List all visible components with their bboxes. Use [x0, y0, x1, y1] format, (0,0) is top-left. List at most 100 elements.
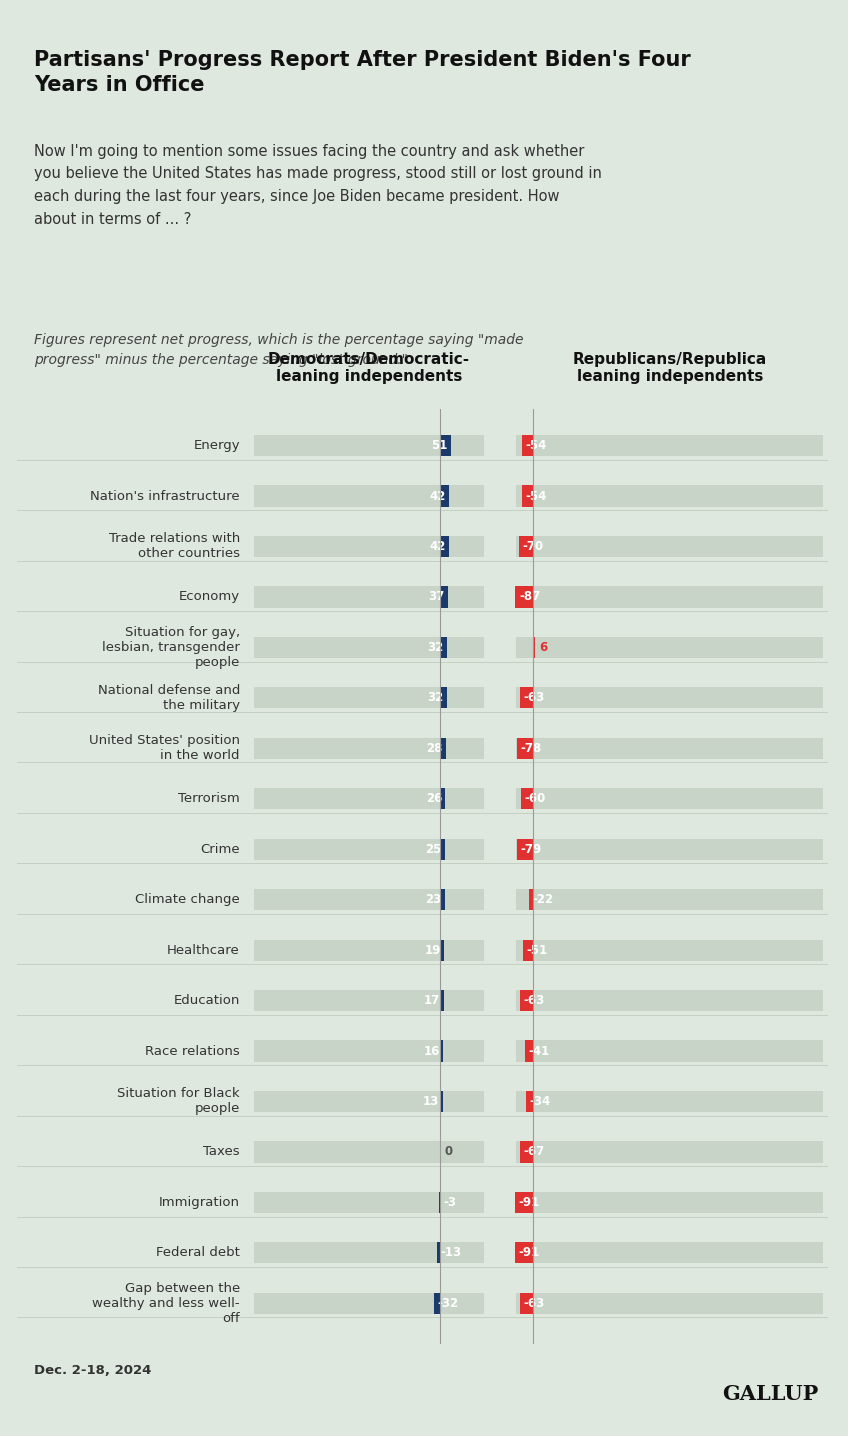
Text: Economy: Economy	[179, 590, 240, 603]
Text: Now I'm going to mention some issues facing the country and ask whether
you beli: Now I'm going to mention some issues fac…	[34, 144, 602, 227]
Text: 37: 37	[428, 590, 444, 603]
Text: -41: -41	[528, 1044, 550, 1057]
Text: Healthcare: Healthcare	[167, 943, 240, 956]
Text: Partisans' Progress Report After President Biden's Four
Years in Office: Partisans' Progress Report After Preside…	[34, 50, 690, 95]
Bar	[440, 1041, 444, 1061]
Bar	[516, 1242, 823, 1264]
Bar	[440, 688, 447, 708]
Bar	[440, 586, 448, 607]
Bar	[519, 536, 533, 557]
Bar	[521, 989, 533, 1011]
Bar	[254, 1292, 484, 1314]
Bar	[516, 839, 823, 860]
Text: -60: -60	[524, 793, 546, 806]
Bar	[254, 738, 484, 758]
Text: GALLUP: GALLUP	[722, 1384, 818, 1404]
Text: Gap between the
wealthy and less well-
off: Gap between the wealthy and less well- o…	[92, 1282, 240, 1325]
Text: Education: Education	[174, 994, 240, 1007]
Bar	[515, 1192, 533, 1213]
Text: 32: 32	[427, 691, 444, 704]
Bar	[516, 435, 823, 457]
Text: -13: -13	[441, 1246, 462, 1259]
Text: Situation for Black
people: Situation for Black people	[117, 1087, 240, 1116]
Text: -3: -3	[443, 1196, 456, 1209]
Bar	[521, 688, 533, 708]
Bar	[254, 536, 484, 557]
Bar	[516, 738, 823, 758]
Text: Figures represent net progress, which is the percentage saying "made
progress" m: Figures represent net progress, which is…	[34, 333, 523, 368]
Bar	[440, 485, 449, 507]
Text: Taxes: Taxes	[204, 1146, 240, 1159]
Bar	[438, 1242, 440, 1264]
Text: -54: -54	[526, 490, 547, 503]
Text: Crime: Crime	[200, 843, 240, 856]
Bar	[254, 435, 484, 457]
Text: 51: 51	[431, 439, 447, 452]
Text: -91: -91	[518, 1196, 539, 1209]
Bar	[254, 485, 484, 507]
Text: 6: 6	[539, 640, 547, 653]
Bar	[254, 1192, 484, 1213]
Bar	[516, 586, 533, 607]
Bar	[254, 1142, 484, 1163]
Bar	[254, 989, 484, 1011]
Text: Federal debt: Federal debt	[156, 1246, 240, 1259]
Bar	[516, 1142, 823, 1163]
Bar	[516, 485, 823, 507]
Bar	[254, 636, 484, 658]
Bar	[533, 636, 535, 658]
Text: Democrats/Democratic-
leaning independents: Democrats/Democratic- leaning independen…	[268, 352, 470, 385]
Text: 28: 28	[426, 742, 443, 755]
Bar	[515, 1242, 533, 1264]
Text: 19: 19	[424, 943, 441, 956]
Bar	[516, 939, 823, 961]
Text: -34: -34	[530, 1096, 551, 1109]
Bar	[440, 989, 444, 1011]
Bar	[440, 788, 445, 810]
Text: 23: 23	[425, 893, 442, 906]
Bar	[516, 889, 823, 910]
Bar	[521, 788, 533, 810]
Text: Nation's infrastructure: Nation's infrastructure	[91, 490, 240, 503]
Text: -63: -63	[524, 1297, 545, 1310]
Bar	[440, 839, 445, 860]
Text: -22: -22	[533, 893, 554, 906]
Text: -91: -91	[518, 1246, 539, 1259]
Bar	[523, 939, 533, 961]
Bar	[440, 889, 445, 910]
Bar	[440, 536, 449, 557]
Bar	[516, 586, 823, 607]
Text: 0: 0	[444, 1146, 453, 1159]
Bar	[522, 435, 533, 457]
Bar	[254, 889, 484, 910]
Text: 13: 13	[423, 1096, 439, 1109]
Text: 25: 25	[426, 843, 442, 856]
Bar	[254, 788, 484, 810]
Text: -54: -54	[526, 439, 547, 452]
Text: 16: 16	[424, 1044, 440, 1057]
Text: Race relations: Race relations	[145, 1044, 240, 1057]
Bar	[520, 1142, 533, 1163]
Bar	[254, 688, 484, 708]
Bar	[516, 1192, 823, 1213]
Bar	[254, 586, 484, 607]
Text: 17: 17	[424, 994, 440, 1007]
Bar	[527, 1091, 533, 1111]
Text: Climate change: Climate change	[135, 893, 240, 906]
Text: 26: 26	[426, 793, 442, 806]
Text: Terrorism: Terrorism	[178, 793, 240, 806]
Bar	[433, 1292, 440, 1314]
Bar	[440, 1091, 443, 1111]
Bar	[516, 788, 823, 810]
Bar	[254, 839, 484, 860]
Text: Immigration: Immigration	[159, 1196, 240, 1209]
Text: 42: 42	[429, 490, 445, 503]
Bar	[516, 688, 823, 708]
Bar	[517, 839, 533, 860]
Bar	[254, 939, 484, 961]
Bar	[254, 1242, 484, 1264]
Bar	[516, 1292, 823, 1314]
Text: 32: 32	[427, 640, 444, 653]
Text: -32: -32	[437, 1297, 458, 1310]
Bar	[517, 738, 533, 758]
